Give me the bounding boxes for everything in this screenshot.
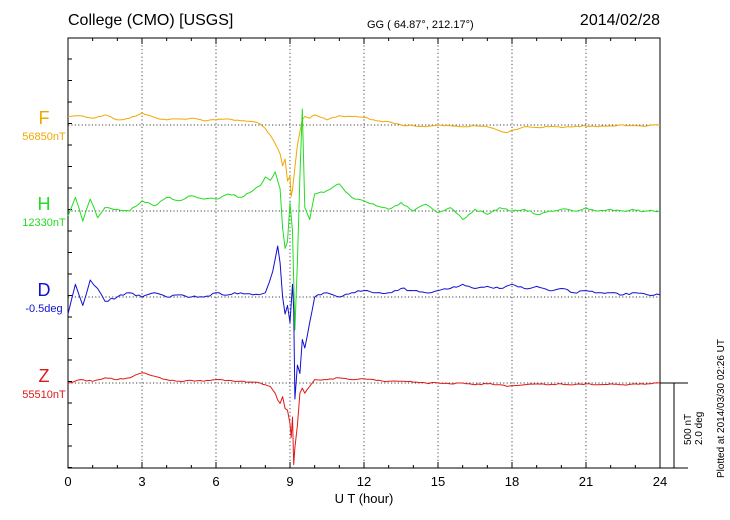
scale-bar: 500 nT 2.0 deg [660,382,705,469]
component-label-F: F [39,108,50,128]
baseline-value-D: -0.5deg [25,303,62,315]
station-title: College (CMO) [USGS] [68,12,233,29]
component-label-D: D [38,280,51,300]
x-tick-label-24: 24 [653,474,667,489]
x-axis-ticks: 0 3 6 9 12 15 18 21 24 [64,38,667,489]
baseline-value-H: 12330nT [22,217,66,229]
scale-deg-label: 2.0 deg [694,412,705,445]
coordinates-label: GG ( 64.87°, 212.17°) [367,19,474,31]
series-labels: F 56850nT H 12330nT D -0.5deg Z 55510nT [22,108,66,401]
baseline-lines [68,124,660,384]
grid-lines [141,38,587,468]
x-tick-label-3: 3 [138,474,145,489]
x-tick-label-9: 9 [286,474,293,489]
trace-F [67,112,661,197]
x-axis-label: U T (hour) [335,491,394,506]
baseline-value-F: 56850nT [22,131,66,143]
x-tick-label-0: 0 [64,474,71,489]
trace-H [67,108,661,331]
series-traces [67,108,661,466]
x-tick-label-12: 12 [357,474,371,489]
date-label: 2014/02/28 [580,12,660,29]
trace-D [67,245,661,400]
component-label-Z: Z [39,366,50,386]
x-tick-label-6: 6 [212,474,219,489]
x-tick-label-18: 18 [505,474,519,489]
baseline-value-Z: 55510nT [22,389,66,401]
trace-Z [67,372,661,466]
scale-nt-label: 500 nT [683,414,694,445]
x-tick-label-21: 21 [579,474,593,489]
plotted-at-note: Plotted at 2014/03/30 02:26 UT [716,339,727,478]
component-label-H: H [38,194,51,214]
x-tick-label-15: 15 [431,474,445,489]
